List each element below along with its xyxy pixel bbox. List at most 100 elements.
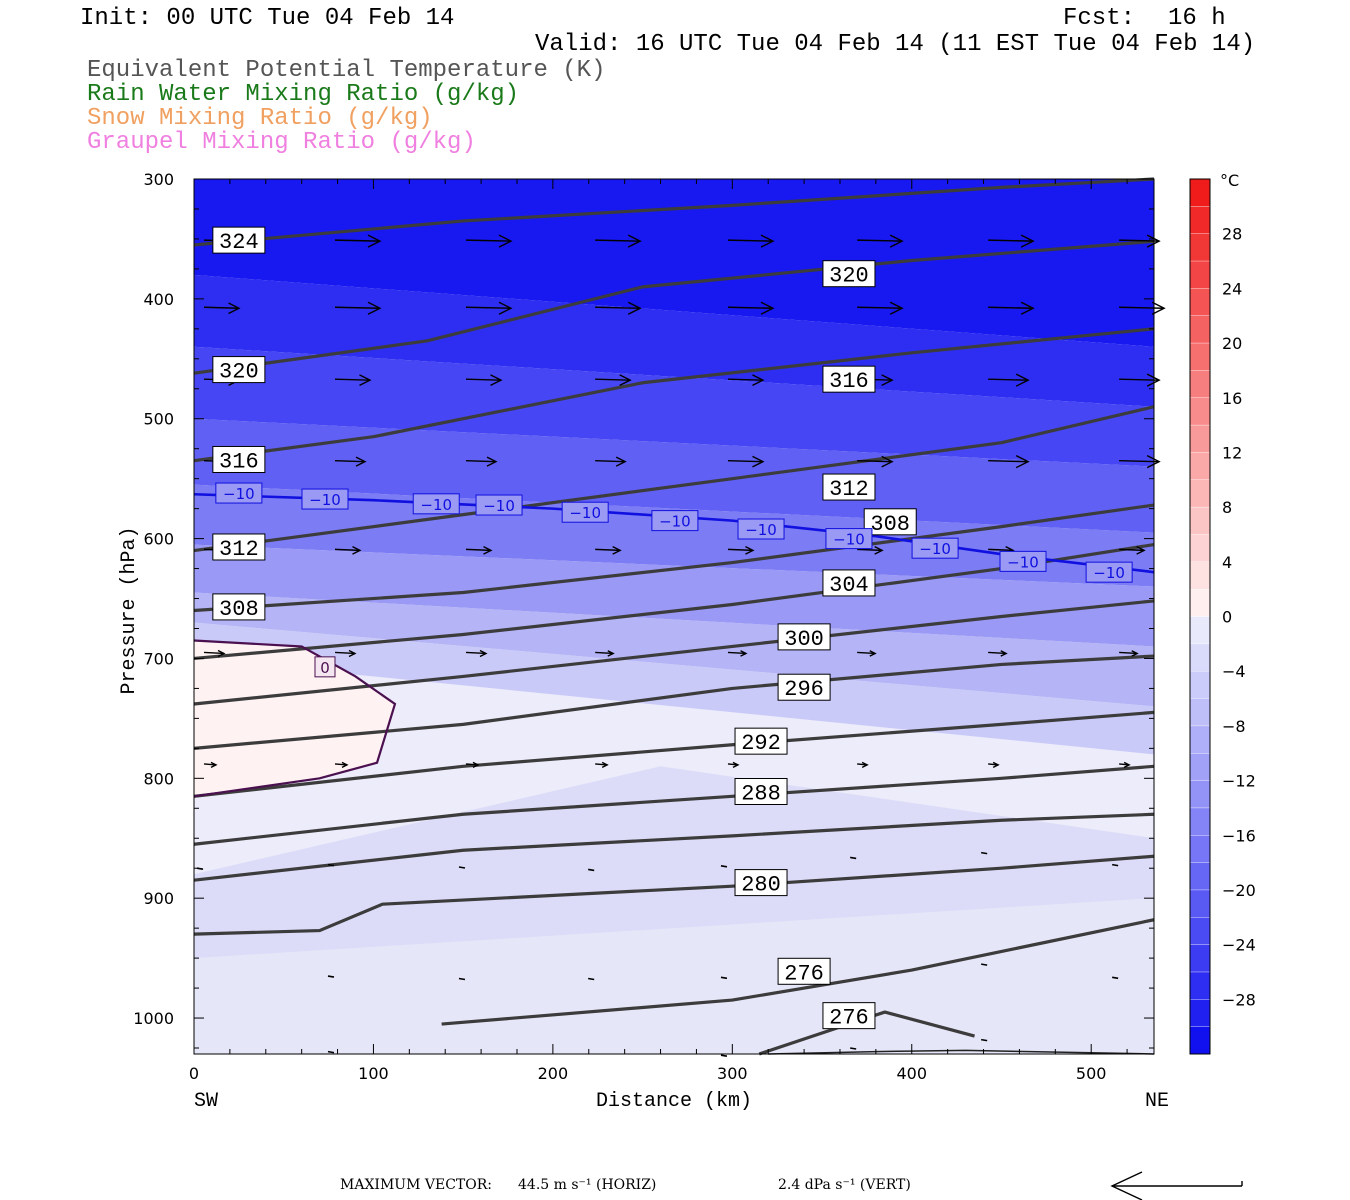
title-snow: Snow Mixing Ratio (g/kg) xyxy=(87,105,433,132)
theta-e-label: 316 xyxy=(212,445,266,474)
fill-band-6 xyxy=(194,592,1154,707)
theta-e-contour-320 xyxy=(193,239,1155,375)
theta-e-label-text: 308 xyxy=(219,597,259,622)
wind-vector-head xyxy=(348,649,357,658)
wind-vector-shaft xyxy=(1119,239,1160,242)
colorbar-bin xyxy=(1189,424,1211,454)
wind-vector-head xyxy=(601,761,609,769)
colorbar-label: 24 xyxy=(1222,279,1242,298)
theta-e-label-text: 276 xyxy=(829,1006,869,1031)
colorbar-label: −20 xyxy=(1222,881,1256,900)
theta-e-label-text: 300 xyxy=(784,627,824,652)
theta-e-label-box xyxy=(212,226,266,254)
wind-vector-shaft xyxy=(857,651,876,655)
wind-vector-shaft xyxy=(595,763,608,766)
theta-e-label-box xyxy=(734,727,788,755)
wind-vector-head xyxy=(869,650,877,657)
wind-vector-shaft xyxy=(334,239,381,242)
wind-vector-head xyxy=(1136,546,1146,555)
wind-vector-head xyxy=(732,761,740,769)
wind-vector-tiny xyxy=(850,856,857,860)
wind-vector xyxy=(1119,546,1146,555)
temp-label-box xyxy=(561,501,609,523)
colorbar-label: −16 xyxy=(1222,826,1256,845)
wind-vector-shaft xyxy=(595,306,641,309)
wind-vector-shaft xyxy=(727,548,753,552)
temp-label-box xyxy=(651,510,699,532)
theta-e-label-box xyxy=(777,673,831,701)
colorbar-bin xyxy=(1189,342,1211,372)
theta-e-label-box xyxy=(212,593,266,621)
wind-vector-shaft xyxy=(334,306,381,309)
colorbar-bin xyxy=(1189,971,1211,1001)
theta-e-label: 320 xyxy=(822,260,876,289)
theta-e-label-text: 308 xyxy=(870,512,910,537)
wind-vector-head xyxy=(612,546,622,555)
wind-vectors xyxy=(196,234,1166,1057)
wind-vector xyxy=(465,649,488,658)
colorbar-label: 16 xyxy=(1222,389,1242,408)
wind-vector-head xyxy=(472,761,480,769)
theta-e-contour-296 xyxy=(193,654,1155,750)
y-tick-label: 300 xyxy=(143,170,174,189)
wind-vector xyxy=(465,761,480,769)
theta-e-label-text: 292 xyxy=(741,731,781,756)
colorbar-frame xyxy=(1189,178,1211,1055)
temp-label-text: −10 xyxy=(745,521,777,539)
wind-vector-shaft xyxy=(988,548,1014,552)
wind-vector-head xyxy=(889,234,904,248)
y-axis-title: Pressure (hPa) xyxy=(118,526,141,694)
temp-label: −10 xyxy=(475,494,523,516)
temp-label: −10 xyxy=(215,482,263,504)
wind-vector-shaft xyxy=(465,239,511,242)
theta-e-label-box xyxy=(822,569,876,597)
fill-band-1 xyxy=(194,274,1154,407)
wind-vector-head xyxy=(479,649,488,658)
wind-vector-tiny xyxy=(327,1050,335,1054)
wind-vector xyxy=(1119,373,1161,387)
y-tick-label: 400 xyxy=(143,290,174,309)
temp-label: −10 xyxy=(561,501,609,523)
wind-vector-shaft xyxy=(465,306,511,309)
theta-e-label-text: 320 xyxy=(829,264,869,289)
wind-vector xyxy=(334,761,349,769)
x-tick-label: 500 xyxy=(1076,1064,1107,1083)
wind-vector-shaft xyxy=(203,306,240,309)
fill-band-0 xyxy=(194,179,1154,347)
wind-vector-head xyxy=(486,456,498,467)
colorbar-bin xyxy=(1189,479,1211,508)
wind-vector xyxy=(1119,455,1161,469)
wind-vector xyxy=(465,374,503,387)
theta-e-label-box xyxy=(822,1002,876,1030)
temp-label-box xyxy=(314,656,336,678)
colorbar-bin xyxy=(1189,397,1211,426)
wind-vector-head xyxy=(483,546,493,555)
wind-vector-head xyxy=(1020,301,1035,315)
theta-e-label-box xyxy=(777,623,831,651)
wind-vector xyxy=(203,761,218,769)
wind-vector-head xyxy=(217,649,226,658)
valid-time: Valid: 16 UTC Tue 04 Feb 14 (11 EST Tue … xyxy=(535,31,1256,58)
theta-e-label-box xyxy=(777,957,831,985)
wind-vector-head xyxy=(352,546,362,555)
wind-vector-head xyxy=(745,546,755,555)
temp-label-text: −10 xyxy=(569,504,601,522)
theta-e-contour-316 xyxy=(193,327,1155,463)
wind-vector-shaft xyxy=(988,459,1029,463)
wind-vector-shaft xyxy=(727,651,747,655)
y-tick-label: 600 xyxy=(143,530,174,549)
wind-vector-tiny xyxy=(720,1054,728,1057)
colorbar-bin xyxy=(1189,999,1211,1028)
wind-vector xyxy=(595,456,627,467)
theta-e-label-box xyxy=(212,533,266,561)
temp-label: −10 xyxy=(911,537,959,559)
temp-label-box xyxy=(412,493,460,515)
theta-e-contour-292 xyxy=(193,710,1155,798)
max-vector-head xyxy=(1110,1171,1143,1200)
colorbar-bin xyxy=(1189,670,1211,700)
wind-vector xyxy=(334,374,372,387)
wind-vector-head xyxy=(760,234,775,248)
wind-vector-shaft xyxy=(988,239,1034,242)
wind-vector-shaft xyxy=(334,459,366,463)
